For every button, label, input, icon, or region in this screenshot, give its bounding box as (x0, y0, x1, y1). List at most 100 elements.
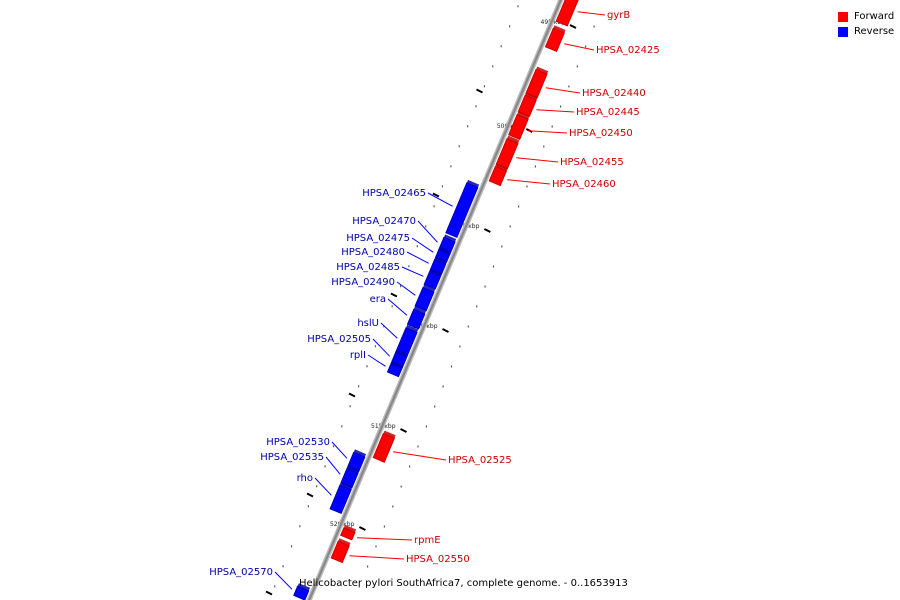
gene-label-connector (427, 192, 453, 207)
tick-dot (483, 85, 485, 88)
tick-dot (367, 565, 369, 568)
tick-dot (492, 65, 494, 68)
gene-label-connector (545, 87, 581, 94)
tick-dot (341, 425, 343, 428)
gene-label: HPSA_02455 (560, 157, 624, 168)
major-tick (306, 492, 314, 498)
gene-label: HPSA_02470 (352, 216, 416, 227)
forward-swatch (838, 11, 848, 22)
tick-dot (274, 585, 276, 588)
gene-label: hslU (357, 318, 379, 329)
gene-face (438, 246, 452, 255)
gene-face (525, 92, 538, 100)
gene-label: HPSA_02535 (260, 452, 324, 463)
tick-dot (442, 385, 444, 388)
tick-dot (433, 205, 435, 208)
tick-dot (416, 245, 418, 248)
gene-face (391, 360, 404, 369)
gene-label-connector (577, 11, 606, 16)
legend-item-reverse: Reverse (838, 24, 894, 39)
tick-dot (400, 485, 402, 488)
gene-label-connector (507, 179, 551, 185)
gene-rpli (386, 363, 403, 378)
tick-dot (392, 505, 394, 508)
gene-label: HPSA_02445 (576, 107, 640, 118)
tick-dot (417, 445, 419, 448)
tick-dot (585, 45, 587, 48)
major-tick (390, 292, 398, 298)
tick-dot (576, 65, 578, 68)
gene-rpme (340, 527, 356, 541)
gene-hpsa-02425 (544, 27, 565, 53)
gene-label: HPSA_02570 (209, 567, 273, 578)
gene-label-connector (325, 456, 341, 475)
gene-label: rplI (350, 350, 366, 361)
gene-label: HPSA_02425 (596, 45, 660, 56)
tick-dot (459, 345, 461, 348)
gene-label-connector (380, 322, 398, 339)
tick-dot (543, 145, 545, 148)
major-tick (483, 228, 491, 233)
tick-dot (425, 225, 427, 228)
gene-label-connector (331, 441, 348, 459)
gene-hslu (395, 327, 418, 358)
gene-label-connector (516, 157, 559, 163)
tick-dot (568, 85, 570, 88)
gene-label: rpmE (414, 535, 441, 546)
tick-dot (450, 165, 452, 168)
gene-label-connector (393, 451, 447, 461)
gene-label: HPSA_02550 (406, 554, 470, 565)
tick-dot (467, 125, 469, 128)
gene-era (406, 308, 426, 330)
major-tick (442, 328, 449, 333)
gene-label-connector (387, 298, 408, 316)
gene-label-connector (527, 130, 568, 134)
gene-face (443, 234, 457, 242)
gene-face (347, 465, 360, 474)
tick-dot (450, 365, 453, 368)
gene-label: era (370, 294, 386, 305)
tick-dot (290, 545, 293, 548)
tick-dot (484, 285, 486, 288)
gene-face (466, 179, 480, 188)
major-tick (358, 526, 366, 531)
gene-label: rho (297, 473, 313, 484)
tick-dot (324, 465, 326, 468)
tick-dot (316, 485, 318, 488)
gene-hpsa-02550 (330, 540, 350, 564)
tick-dot (391, 305, 393, 308)
gene-label: HPSA_02460 (552, 179, 616, 190)
gene-label-connector (372, 338, 391, 357)
gene-face (383, 430, 396, 439)
tick-dot (383, 525, 385, 528)
gene-face (297, 583, 310, 591)
gene-label-connector (396, 281, 416, 296)
legend: Forward Reverse (838, 9, 894, 39)
gene-hpsa-02525 (372, 432, 396, 463)
gene-face (507, 135, 520, 144)
tick-dot (358, 585, 360, 588)
tick-dot (375, 545, 377, 548)
tick-dot (332, 445, 335, 448)
gene-gyrb (555, 0, 579, 27)
tick-dot (509, 225, 511, 228)
major-tick (348, 392, 356, 398)
tick-dot (500, 45, 502, 48)
gene-label: HPSA_02465 (362, 188, 426, 199)
tick-dot (476, 305, 478, 308)
gene-face (536, 66, 549, 75)
tick-dot (593, 25, 595, 28)
gene-label: HPSA_02480 (341, 247, 405, 258)
gene-face (429, 268, 442, 276)
gene-label-connector (406, 251, 429, 264)
gene-label: HPSA_02505 (307, 334, 371, 345)
gene-hpsa-02440 (525, 68, 548, 99)
tick-dot (467, 325, 469, 328)
gene-face (517, 111, 530, 119)
tick-dot (409, 465, 411, 468)
gene-face (422, 284, 436, 293)
tick-dot (408, 265, 410, 268)
gene-label-connector (314, 477, 332, 496)
gene-label: HPSA_02485 (336, 262, 400, 273)
gene-label: HPSA_02525 (448, 455, 512, 466)
